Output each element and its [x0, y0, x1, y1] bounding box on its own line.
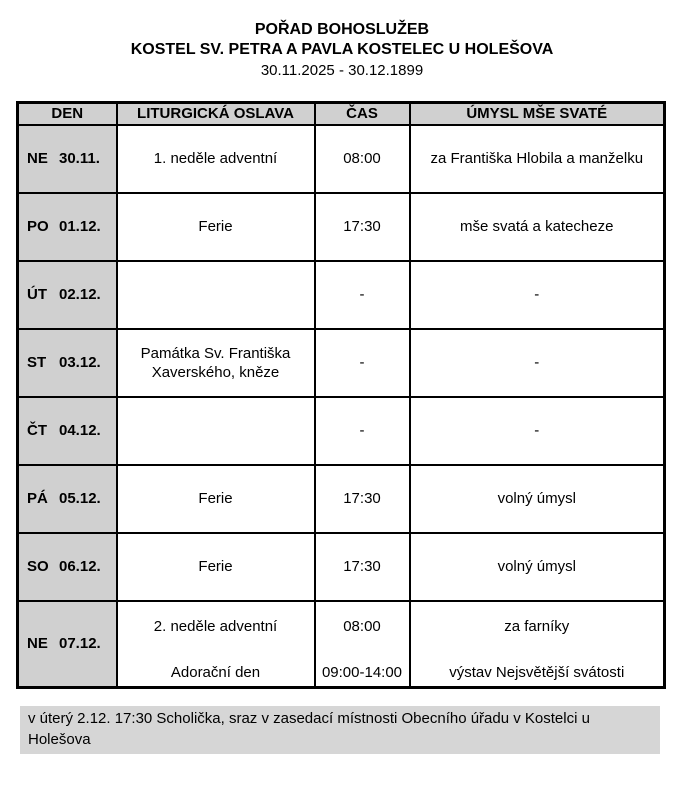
celebration-cell: Ferie: [115, 531, 316, 602]
day-date: 07.12.: [59, 635, 101, 653]
table-row: NE 07.12. 2. neděle adventní Adorační den…: [16, 599, 666, 689]
intention-cell: volný úmysl: [408, 463, 666, 534]
time-cell: 17:30: [313, 191, 411, 262]
time-cell: -: [313, 395, 411, 466]
day-date: 30.11.: [59, 150, 100, 167]
date-range: 30.11.2025 - 30.12.1899: [260, 62, 424, 79]
table-row: PO 01.12. Ferie 17:30 mše svatá a kateche…: [16, 191, 666, 262]
page-title: POŘAD BOHOSLUŽEB: [254, 21, 430, 38]
celebration-cell: [115, 259, 316, 330]
day-cell: PÁ 05.12.: [16, 463, 118, 534]
day-cell: PO 01.12.: [16, 191, 118, 262]
footer-note: v úterý 2.12. 17:30 Scholička, sraz v za…: [20, 706, 660, 754]
day-cell: ST 03.12.: [16, 327, 118, 398]
time-cell: 17:30: [313, 463, 411, 534]
time-cell: 17:30: [313, 531, 411, 602]
celebration-cell: [115, 395, 316, 466]
intention-line-2: výstav Nejsvětější svátosti: [449, 663, 625, 681]
schedule-table: DEN LITURGICKÁ OSLAVA ČAS ÚMYSL MŠE SVAT…: [16, 101, 666, 689]
intention-line-1: za farníky: [504, 617, 570, 635]
table-header-row: DEN LITURGICKÁ OSLAVA ČAS ÚMYSL MŠE SVAT…: [16, 101, 666, 126]
intention-cell: za Františka Hlobila a manželku: [408, 123, 666, 194]
table-row: NE 30.11. 1. neděle adventní 08:00 za Fra…: [16, 123, 666, 194]
day-date: 02.12.: [59, 286, 101, 303]
intention-cell: -: [408, 327, 666, 398]
day-abbr: NE: [27, 150, 48, 167]
column-header-day: DEN: [16, 101, 118, 126]
intention-cell: -: [408, 395, 666, 466]
time-cell: -: [313, 259, 411, 330]
celebration-cell: Památka Sv. Františka Xaverského, kněze: [115, 327, 316, 398]
day-date: 06.12.: [59, 558, 101, 575]
day-abbr: PO: [27, 218, 49, 235]
day-date: 04.12.: [59, 422, 101, 439]
day-abbr: SO: [27, 558, 49, 575]
time-cell: 08:00 09:00-14:00: [313, 599, 411, 689]
time-cell: -: [313, 327, 411, 398]
intention-cell: za farníky výstav Nejsvětější svátosti: [408, 599, 666, 689]
celebration-cell: 1. neděle adventní: [115, 123, 316, 194]
day-abbr: NE: [27, 635, 48, 653]
time-line-2: 09:00-14:00: [321, 663, 403, 681]
document-header: POŘAD BOHOSLUŽEB KOSTEL SV. PETRA A PAVL…: [0, 20, 684, 80]
table-row: SO 06.12. Ferie 17:30 volný úmysl: [16, 531, 666, 602]
day-abbr: ST: [27, 354, 47, 371]
table-row: ST 03.12. Památka Sv. Františka Xaverskéh…: [16, 327, 666, 398]
intention-cell: -: [408, 259, 666, 330]
column-header-intention: ÚMYSL MŠE SVATÉ: [408, 101, 666, 126]
day-cell: SO 06.12.: [16, 531, 118, 602]
intention-cell: volný úmysl: [408, 531, 666, 602]
column-header-time: ČAS: [313, 101, 411, 126]
day-date: 01.12.: [59, 218, 101, 235]
day-date: 03.12.: [59, 354, 101, 371]
day-cell: NE 07.12.: [16, 599, 118, 689]
day-cell: ÚT 02.12.: [16, 259, 118, 330]
column-header-celebration: LITURGICKÁ OSLAVA: [115, 101, 316, 126]
page-subtitle: KOSTEL SV. PETRA A PAVLA KOSTELEC U HOLE…: [130, 41, 554, 58]
table-row: ÚT 02.12. - -: [16, 259, 666, 330]
celebration-line-1: 2. neděle adventní: [153, 617, 278, 635]
celebration-line-2: Adorační den: [170, 663, 261, 681]
celebration-cell: Ferie: [115, 191, 316, 262]
day-cell: ČT 04.12.: [16, 395, 118, 466]
intention-cell: mše svatá a katecheze: [408, 191, 666, 262]
table-row: PÁ 05.12. Ferie 17:30 volný úmysl: [16, 463, 666, 534]
day-date: 05.12.: [59, 490, 101, 507]
day-abbr: PÁ: [27, 490, 48, 507]
celebration-cell: Ferie: [115, 463, 316, 534]
day-cell: NE 30.11.: [16, 123, 118, 194]
day-abbr: ČT: [27, 422, 47, 439]
celebration-cell: 2. neděle adventní Adorační den: [115, 599, 316, 689]
table-row: ČT 04.12. - -: [16, 395, 666, 466]
day-abbr: ÚT: [27, 286, 47, 303]
time-cell: 08:00: [313, 123, 411, 194]
time-line-1: 08:00: [343, 617, 381, 635]
